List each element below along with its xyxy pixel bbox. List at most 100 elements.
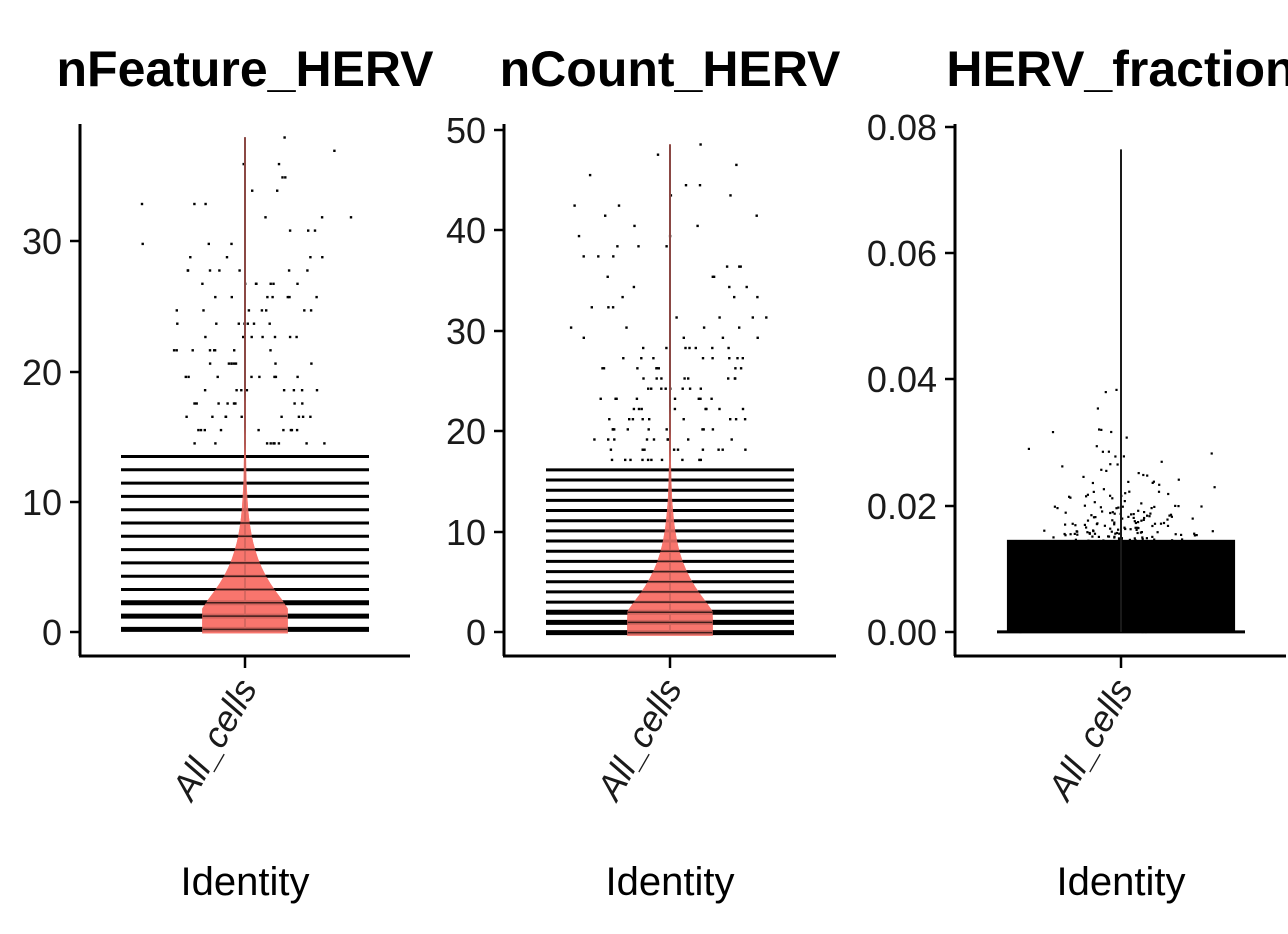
data-point — [1101, 450, 1104, 453]
data-point — [260, 309, 264, 312]
data-point — [295, 428, 299, 432]
data-point — [310, 362, 313, 365]
data-point — [1151, 481, 1154, 484]
data-point — [711, 357, 714, 360]
data-point — [232, 402, 236, 405]
data-point — [718, 407, 721, 411]
data-point — [252, 322, 256, 325]
data-point — [698, 184, 702, 187]
data-point — [225, 256, 229, 259]
panel-title: nFeature_HERV — [57, 41, 435, 97]
data-point — [274, 375, 278, 379]
data-point — [1153, 522, 1157, 525]
data-point — [271, 295, 274, 299]
data-point — [214, 295, 217, 299]
data-point — [735, 163, 738, 167]
data-point — [608, 418, 611, 421]
data-point — [718, 316, 721, 319]
data-point — [704, 407, 707, 411]
data-point — [622, 357, 625, 360]
data-point — [1133, 537, 1136, 540]
data-point — [211, 415, 214, 418]
data-point — [1139, 531, 1142, 534]
data-point — [1160, 460, 1163, 463]
data-point — [303, 309, 306, 312]
data-point — [641, 458, 644, 462]
data-point — [1132, 513, 1135, 516]
data-point — [199, 428, 203, 432]
data-point — [230, 295, 233, 299]
data-point — [1102, 488, 1105, 491]
data-point — [1140, 519, 1143, 522]
data-point — [711, 346, 714, 350]
data-point — [1083, 523, 1086, 526]
data-point — [613, 438, 616, 441]
violin-body — [202, 137, 288, 634]
data-point — [699, 397, 702, 400]
plot-area — [997, 149, 1245, 634]
data-point — [1093, 501, 1096, 504]
data-point — [1128, 490, 1131, 493]
data-point — [1166, 524, 1170, 527]
data-point — [242, 335, 245, 339]
data-point — [176, 322, 179, 325]
data-point — [621, 295, 624, 299]
data-point — [624, 458, 627, 462]
data-point — [721, 336, 725, 339]
data-point — [237, 322, 240, 325]
data-point — [240, 415, 243, 418]
data-point — [1076, 530, 1079, 533]
data-point — [1169, 513, 1173, 516]
data-point — [272, 442, 275, 445]
data-point — [645, 438, 649, 441]
data-point — [301, 415, 305, 418]
data-point — [251, 189, 254, 192]
data-point — [728, 285, 731, 289]
data-point — [300, 389, 304, 392]
data-point — [187, 375, 190, 379]
data-point — [208, 269, 212, 272]
data-point — [1092, 490, 1095, 493]
data-point — [323, 442, 326, 445]
data-point — [1091, 535, 1094, 538]
data-point — [745, 285, 748, 289]
data-point — [617, 204, 621, 207]
data-point — [1124, 492, 1127, 495]
data-point — [1114, 455, 1117, 458]
data-point — [640, 357, 643, 360]
data-point — [264, 216, 267, 219]
data-point — [1113, 523, 1116, 526]
data-point — [755, 214, 758, 217]
data-point — [682, 336, 685, 339]
data-point — [315, 295, 318, 299]
y-tick-label: 0.06 — [867, 233, 937, 274]
y-tick-label: 20 — [22, 352, 62, 393]
data-point — [736, 357, 739, 360]
data-point — [1170, 515, 1173, 518]
data-point — [698, 458, 701, 462]
data-point — [582, 336, 585, 339]
data-point — [739, 367, 743, 370]
data-point — [201, 282, 204, 285]
data-point — [657, 367, 660, 370]
data-point — [664, 387, 667, 390]
data-point — [1074, 524, 1077, 527]
data-point — [628, 418, 631, 421]
data-point — [641, 418, 644, 421]
data-point — [632, 285, 636, 289]
data-point — [684, 346, 687, 350]
data-point — [1117, 528, 1120, 531]
data-point — [1195, 534, 1198, 537]
y-tick-label: 20 — [446, 411, 486, 452]
panel-nfeature-herv: nFeature_HERV 0 10 20 30 All_cells Ident… — [22, 41, 434, 904]
data-point — [1152, 480, 1155, 483]
data-point — [646, 458, 650, 462]
data-point — [1150, 507, 1153, 510]
data-point — [203, 428, 206, 432]
data-point — [1086, 519, 1090, 522]
data-point — [1101, 510, 1104, 513]
data-point — [281, 176, 284, 179]
data-point — [733, 377, 737, 380]
data-point — [1146, 514, 1149, 517]
